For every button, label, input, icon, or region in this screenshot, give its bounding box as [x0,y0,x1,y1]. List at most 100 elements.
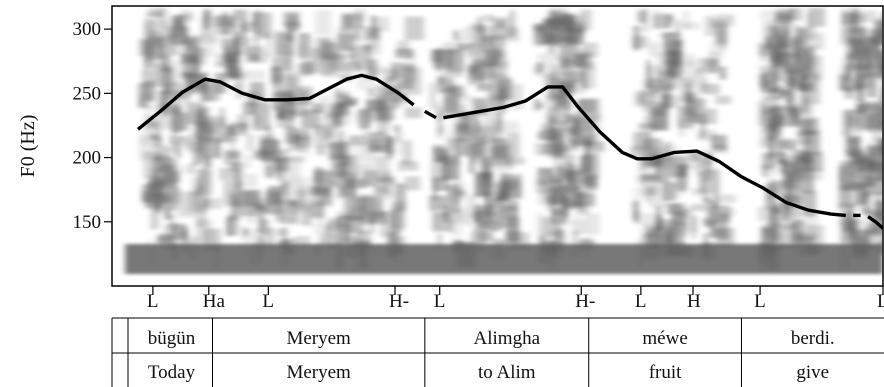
spectrogram-cell [353,111,370,123]
spectrogram-cell [803,156,820,168]
spectrogram-cell [646,60,651,88]
spectrogram-cell [343,235,361,243]
spectrogram-cell [550,242,556,271]
spectrogram-cell [769,125,780,142]
spectrogram-cell [686,83,691,106]
spectrogram-cell [324,43,335,51]
spectrogram-cell [703,196,711,203]
gloss-label: give [796,362,829,383]
spectrogram-cell [787,106,801,127]
spectrogram-cell [583,213,600,235]
spectrogram-cell [362,119,370,141]
spectrogram-cell [356,69,374,90]
spectrogram-cell [197,169,213,196]
spectrogram-cell [333,90,351,107]
spectrogram-cell [655,206,662,233]
spectrogram-cell [257,235,264,249]
spectrogram-cell [866,151,883,175]
spectrogram-cell [634,94,653,106]
spectrogram-cell [392,98,410,106]
spectrogram-cell [760,138,780,147]
spectrogram-cell [558,17,577,25]
spectrogram-cell [579,155,593,184]
spectrogram-cell [281,149,288,161]
spectrogram-cell [558,164,563,185]
spectrogram-cell [241,18,247,46]
spectrogram-cell [880,88,883,112]
spectrogram-cell [533,23,545,31]
spectrogram-cell [180,52,200,64]
spectrogram-cell [858,82,864,110]
spectrogram-cell [500,88,507,113]
spectrogram-cell [682,22,700,30]
spectrogram-cell [535,178,540,194]
spectrogram-cell [170,105,183,133]
spectrogram-cell [566,171,576,193]
spectrogram-cell [759,10,776,18]
y-tick-label: 250 [73,83,102,104]
spectrogram-cell [228,215,239,236]
spectrogram-cell [509,27,520,42]
spectrogram-cell [289,76,295,103]
spectrogram-cell [641,116,651,137]
spectrogram-cell [632,201,639,221]
spectrogram-cell [502,174,522,199]
spectrogram-cell [266,33,271,58]
spectrogram-cell [204,71,209,95]
spectrogram-cell [179,36,188,53]
tone-tier: L Ha L H- L H- L H L L% [147,286,884,312]
spectrogram-cell [637,239,644,267]
spectrogram-cell [868,29,883,45]
spectrogram-cell [215,136,230,144]
spectrogram-cell [860,191,871,215]
spectrogram-cell [442,212,449,222]
spectrogram-cell [348,196,366,204]
spectrogram-cell [858,229,869,247]
spectrogram-cell [580,9,592,31]
word-label: Alimgha [474,328,541,349]
spectrogram-cell [779,158,787,166]
pitch-curve-segment [136,73,415,131]
tone-label: L [434,291,446,312]
spectrogram-cell [397,40,410,54]
spectrogram-cell [246,70,265,80]
spectrogram-cell [315,10,332,36]
spectrogram-cell [718,28,728,50]
spectrogram-cell [438,74,445,85]
spectrogram-cell [437,156,442,164]
spectrogram-cell [311,103,325,113]
spectrogram-cell [348,52,355,59]
spectrogram-cell [183,137,192,149]
spectrogram-cell [202,198,222,210]
spectrogram-cell [316,146,325,156]
spectrogram-cell [229,138,236,159]
spectrogram-cell [535,28,544,47]
spectrogram-cell [491,138,507,160]
spectrogram-cell [147,86,154,100]
spectrogram-cell [390,67,399,81]
spectrogram-cell [535,212,545,231]
spectrogram-cell [765,36,774,49]
spectrogram-cell [665,20,671,29]
spectrogram-cell [882,64,883,88]
spectrogram-cell [707,58,719,74]
spectrogram-cell [215,139,222,160]
spectrogram-cell [326,104,345,118]
spectrogram-cell [330,158,340,186]
spectrogram-cell [202,9,214,28]
spectrogram-cell [551,64,563,75]
spectrogram-cell [561,195,567,224]
spectrogram-cell [182,25,187,45]
spectrogram-cell [139,126,151,145]
spectrogram-cell [173,61,179,87]
spectrogram-cell [565,114,572,125]
spectrogram-cell [551,210,565,224]
spectrogram-cell [468,156,476,174]
spectrogram-cell [458,43,472,51]
tone-label: L [754,291,766,312]
spectrogram-cell [169,135,185,144]
spectrogram-cell [287,15,298,33]
spectrogram-cell [284,126,298,144]
spectrogram-cell [261,219,270,236]
spectrogram-cell [849,202,859,209]
